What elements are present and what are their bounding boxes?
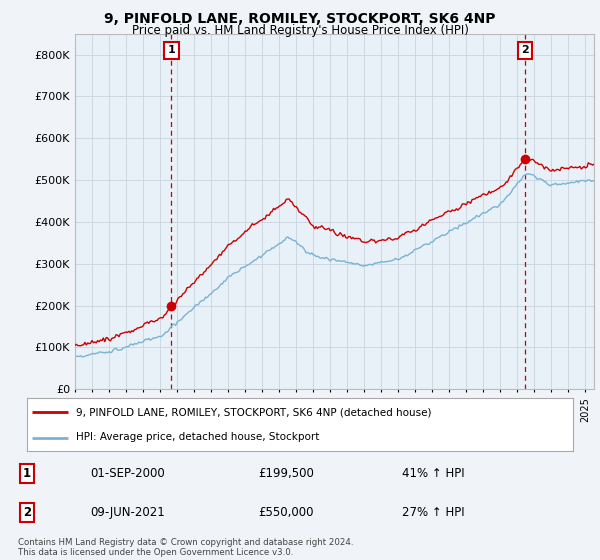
Text: 41% ↑ HPI: 41% ↑ HPI [402, 466, 464, 480]
Text: 2: 2 [521, 45, 529, 55]
Text: £199,500: £199,500 [258, 466, 314, 480]
Text: 1: 1 [23, 466, 31, 480]
Text: £550,000: £550,000 [258, 506, 314, 519]
Text: 01-SEP-2000: 01-SEP-2000 [90, 466, 165, 480]
Text: 27% ↑ HPI: 27% ↑ HPI [402, 506, 464, 519]
Text: Contains HM Land Registry data © Crown copyright and database right 2024.
This d: Contains HM Land Registry data © Crown c… [18, 538, 353, 557]
Text: 1: 1 [167, 45, 175, 55]
Text: 09-JUN-2021: 09-JUN-2021 [90, 506, 165, 519]
Text: Price paid vs. HM Land Registry's House Price Index (HPI): Price paid vs. HM Land Registry's House … [131, 24, 469, 36]
Text: 9, PINFOLD LANE, ROMILEY, STOCKPORT, SK6 4NP: 9, PINFOLD LANE, ROMILEY, STOCKPORT, SK6… [104, 12, 496, 26]
Text: 2: 2 [23, 506, 31, 519]
Text: HPI: Average price, detached house, Stockport: HPI: Average price, detached house, Stoc… [76, 432, 320, 442]
Text: 9, PINFOLD LANE, ROMILEY, STOCKPORT, SK6 4NP (detached house): 9, PINFOLD LANE, ROMILEY, STOCKPORT, SK6… [76, 408, 431, 418]
